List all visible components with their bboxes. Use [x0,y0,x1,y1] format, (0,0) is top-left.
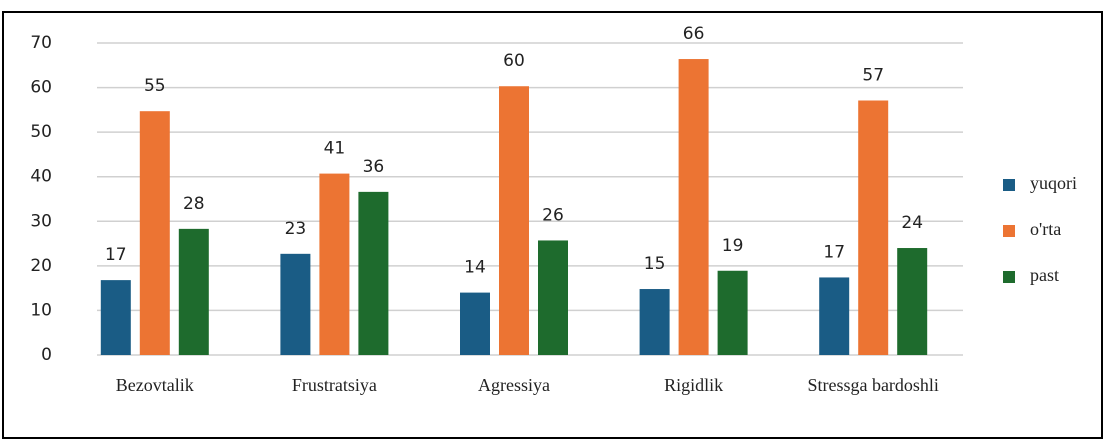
legend-label: o'rta [1030,219,1061,239]
bar [358,191,389,355]
y-tick-label: 40 [30,167,52,187]
data-label: 15 [644,254,666,274]
bar [178,228,209,355]
bar [538,240,568,355]
data-label: 14 [464,258,486,278]
y-tick-label: 50 [30,122,52,142]
bar [319,173,350,355]
data-label: 28 [183,194,205,214]
bar [639,289,670,355]
data-label: 23 [285,219,307,239]
x-tick-label: Rigidlik [664,375,723,395]
x-tick-label: Frustratsiya [292,375,377,395]
legend-swatch [1003,225,1015,237]
data-label: 17 [105,245,127,265]
bar [139,111,170,356]
bar [499,86,529,355]
legend-label: yuqori [1030,173,1077,193]
data-label: 17 [823,242,845,262]
x-tick-label: Bezovtalik [116,375,194,395]
bar [819,277,850,355]
y-tick-label: 30 [30,211,52,231]
data-label: 60 [503,51,525,71]
legend-swatch [1003,271,1015,283]
data-label: 66 [683,24,705,44]
y-tick-label: 20 [30,256,52,276]
chart-frame [2,11,1103,439]
bar [678,59,709,355]
legend-swatch [1003,179,1015,191]
y-tick-label: 60 [30,78,52,98]
data-label: 41 [324,139,346,159]
y-tick-label: 10 [30,300,52,320]
bar [717,270,748,355]
data-label: 24 [901,213,923,233]
y-tick-label: 0 [41,345,52,365]
y-tick-label: 70 [30,33,52,53]
x-tick-label: Agressiya [478,375,550,395]
bar [858,100,889,355]
data-label: 19 [722,236,744,256]
bar [460,292,490,355]
legend-label: past [1030,265,1059,285]
data-label: 55 [144,76,166,96]
bar [897,248,928,355]
bar [100,280,131,355]
bar [280,253,311,355]
data-label: 36 [363,157,385,177]
data-label: 26 [542,205,564,225]
data-label: 57 [862,65,884,85]
x-tick-label: Stressga bardoshli [807,375,938,395]
